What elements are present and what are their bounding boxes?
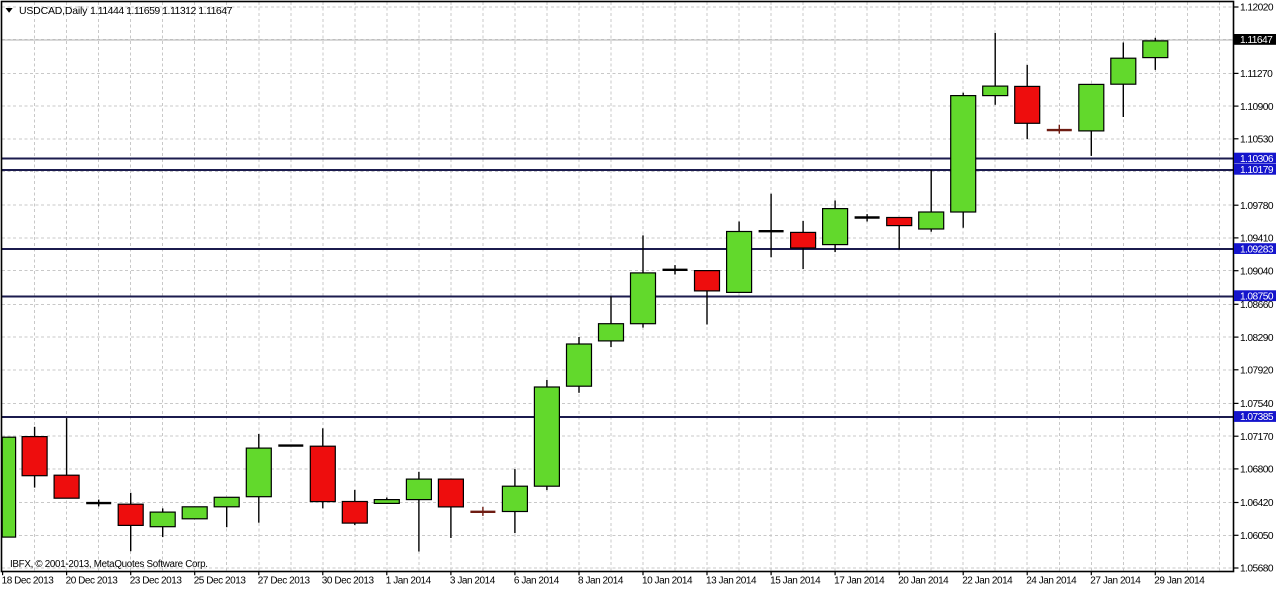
svg-text:1.11647: 1.11647: [1240, 35, 1273, 46]
svg-text:1 Jan 2014: 1 Jan 2014: [386, 576, 432, 587]
svg-text:8 Jan 2014: 8 Jan 2014: [578, 576, 624, 587]
svg-text:10 Jan 2014: 10 Jan 2014: [642, 576, 693, 587]
svg-text:17 Jan 2014: 17 Jan 2014: [834, 576, 885, 587]
svg-text:24 Jan 2014: 24 Jan 2014: [1026, 576, 1077, 587]
svg-text:1.09283: 1.09283: [1240, 244, 1274, 255]
svg-text:1.09410: 1.09410: [1240, 234, 1274, 245]
svg-text:1.12020: 1.12020: [1240, 3, 1274, 14]
svg-text:1.10179: 1.10179: [1240, 165, 1274, 176]
svg-text:30 Dec 2013: 30 Dec 2013: [322, 576, 375, 587]
svg-text:3 Jan 2014: 3 Jan 2014: [450, 576, 496, 587]
svg-text:13 Jan 2014: 13 Jan 2014: [706, 576, 757, 587]
svg-text:1.06800: 1.06800: [1240, 465, 1274, 476]
svg-text:6 Jan 2014: 6 Jan 2014: [514, 576, 560, 587]
svg-text:20 Jan 2014: 20 Jan 2014: [898, 576, 949, 587]
svg-text:1.10900: 1.10900: [1240, 102, 1274, 113]
svg-text:1.06420: 1.06420: [1240, 498, 1274, 509]
svg-text:23 Dec 2013: 23 Dec 2013: [130, 576, 183, 587]
svg-text:22 Jan 2014: 22 Jan 2014: [962, 576, 1013, 587]
svg-text:1.11444 1.11659 1.11312 1.1164: 1.11444 1.11659 1.11312 1.11647: [90, 5, 233, 17]
svg-text:27 Jan 2014: 27 Jan 2014: [1090, 576, 1141, 587]
svg-text:1.07920: 1.07920: [1240, 366, 1274, 377]
svg-text:18 Dec 2013: 18 Dec 2013: [2, 576, 55, 587]
svg-text:1.06050: 1.06050: [1240, 531, 1274, 542]
svg-text:1.09040: 1.09040: [1240, 266, 1274, 277]
svg-text:1.05680: 1.05680: [1240, 564, 1274, 575]
svg-text:USDCAD,Daily: USDCAD,Daily: [19, 5, 88, 17]
svg-text:1.08290: 1.08290: [1240, 333, 1274, 344]
svg-text:1.11270: 1.11270: [1240, 69, 1273, 80]
svg-text:15 Jan 2014: 15 Jan 2014: [770, 576, 821, 587]
svg-text:27 Dec 2013: 27 Dec 2013: [258, 576, 311, 587]
svg-text:1.08750: 1.08750: [1240, 291, 1274, 302]
svg-text:1.07385: 1.07385: [1240, 412, 1274, 423]
svg-text:20 Dec 2013: 20 Dec 2013: [66, 576, 119, 587]
svg-text:1.07170: 1.07170: [1240, 432, 1274, 443]
svg-text:1.10530: 1.10530: [1240, 135, 1274, 146]
svg-text:25 Dec 2013: 25 Dec 2013: [194, 576, 247, 587]
svg-text:IBFX, © 2001-2013, MetaQuotes: IBFX, © 2001-2013, MetaQuotes Software C…: [10, 559, 208, 570]
svg-text:1.10306: 1.10306: [1240, 154, 1274, 165]
svg-text:29 Jan 2014: 29 Jan 2014: [1154, 576, 1205, 587]
svg-text:1.09780: 1.09780: [1240, 201, 1274, 212]
svg-text:1.07540: 1.07540: [1240, 399, 1274, 410]
